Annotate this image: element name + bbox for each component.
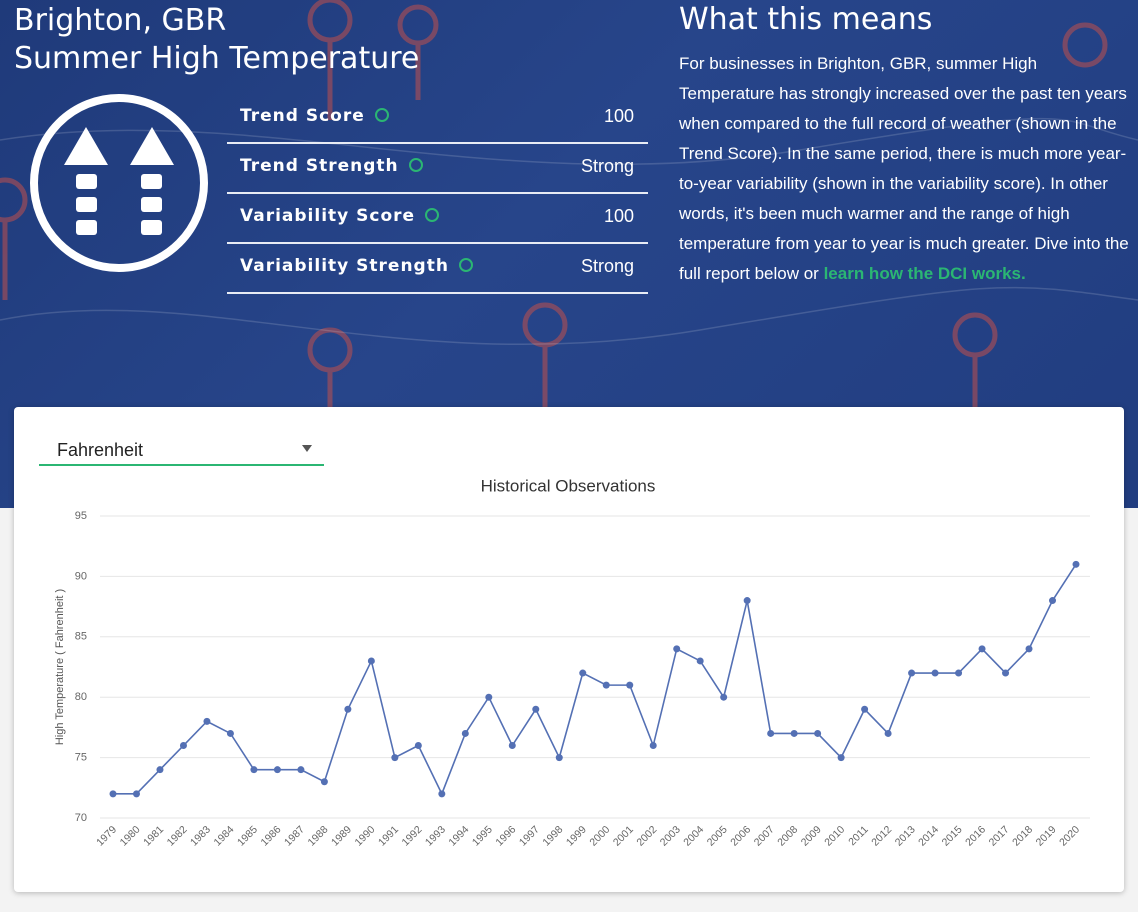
metric-label: Trend Strength <box>240 156 423 176</box>
title: Brighton, GBR Summer High Temperature <box>14 2 419 78</box>
metric-label: Variability Strength <box>240 256 473 276</box>
dropdown-arrow <box>302 445 312 452</box>
metric-row: Trend Score 100 <box>227 92 648 144</box>
metric-row: Variability Score 100 <box>227 192 648 244</box>
metric-row: Trend Strength Strong <box>227 142 648 194</box>
description-heading: What this means <box>679 2 933 37</box>
unit-select-value: Fahrenheit <box>57 440 144 460</box>
info-icon[interactable] <box>374 108 389 122</box>
description-text: For businesses in Brighton, GBR, summer … <box>679 54 1129 283</box>
chart-card <box>14 407 1124 892</box>
metric-label-text: Variability Strength <box>240 256 449 276</box>
metric-row: Variability Strength Strong <box>227 242 648 294</box>
metric-title: Summer High Temperature <box>14 41 420 76</box>
trend-icon <box>30 94 208 272</box>
dci-link[interactable]: learn how the DCI works. <box>823 264 1026 283</box>
description: For businesses in Brighton, GBR, summer … <box>679 49 1129 289</box>
metric-label: Trend Score <box>240 106 389 126</box>
hero-decoration <box>0 0 1108 420</box>
info-icon[interactable] <box>425 208 440 222</box>
info-icon[interactable] <box>458 258 473 272</box>
info-icon[interactable] <box>408 158 423 172</box>
metric-label-text: Trend Strength <box>240 156 399 176</box>
metric-label: Variability Score <box>240 206 440 226</box>
metric-value: 100 <box>603 206 634 226</box>
metric-value: 100 <box>603 106 634 126</box>
metric-value: Strong <box>580 256 634 276</box>
unit-select[interactable]: Fahrenheit <box>39 437 324 466</box>
metric-label-text: Variability Score <box>240 206 416 226</box>
metric-value: Strong <box>580 156 634 176</box>
metric-label-text: Trend Score <box>240 106 365 126</box>
location: Brighton, GBR <box>14 3 227 38</box>
